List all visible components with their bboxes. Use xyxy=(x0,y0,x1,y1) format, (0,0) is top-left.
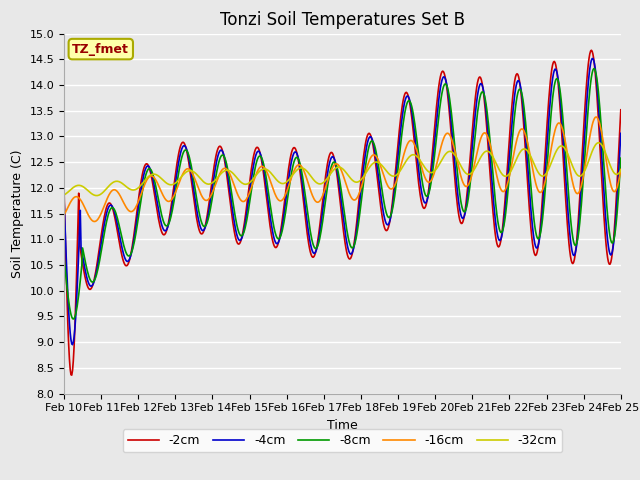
-2cm xyxy=(588,48,595,53)
-2cm xyxy=(411,144,419,149)
X-axis label: Time: Time xyxy=(327,419,358,432)
-8cm xyxy=(185,152,193,158)
-16cm xyxy=(592,114,600,120)
-2cm xyxy=(60,185,68,191)
-2cm xyxy=(428,165,435,170)
Line: -2cm: -2cm xyxy=(64,50,621,375)
Legend: -2cm, -4cm, -8cm, -16cm, -32cm: -2cm, -4cm, -8cm, -16cm, -32cm xyxy=(123,429,562,452)
Line: -8cm: -8cm xyxy=(64,69,621,319)
-16cm xyxy=(185,166,193,172)
-4cm xyxy=(71,326,79,332)
-32cm xyxy=(617,168,625,173)
-16cm xyxy=(214,175,222,180)
-4cm xyxy=(68,342,76,348)
-32cm xyxy=(93,192,100,198)
-2cm xyxy=(68,372,76,378)
-8cm xyxy=(590,66,598,72)
-8cm xyxy=(428,180,435,186)
-32cm xyxy=(428,170,435,176)
-2cm xyxy=(214,145,222,151)
-32cm xyxy=(60,192,68,198)
-16cm xyxy=(428,178,435,183)
-32cm xyxy=(128,187,136,193)
-8cm xyxy=(71,314,79,320)
-16cm xyxy=(70,195,78,201)
-2cm xyxy=(617,107,625,113)
-16cm xyxy=(617,167,625,172)
-32cm xyxy=(70,184,78,190)
-2cm xyxy=(185,159,193,165)
Y-axis label: Soil Temperature (C): Soil Temperature (C) xyxy=(11,149,24,278)
-8cm xyxy=(60,254,68,260)
Line: -16cm: -16cm xyxy=(64,117,621,221)
-4cm xyxy=(214,152,222,158)
-32cm xyxy=(595,140,602,145)
-16cm xyxy=(90,218,98,224)
-2cm xyxy=(71,326,79,332)
-8cm xyxy=(214,162,222,168)
-4cm xyxy=(617,131,625,136)
-8cm xyxy=(70,316,77,322)
-4cm xyxy=(185,155,193,160)
-16cm xyxy=(60,212,68,218)
Title: Tonzi Soil Temperatures Set B: Tonzi Soil Temperatures Set B xyxy=(220,11,465,29)
Text: TZ_fmet: TZ_fmet xyxy=(72,43,129,56)
-4cm xyxy=(588,56,596,61)
-32cm xyxy=(214,174,222,180)
-8cm xyxy=(617,155,625,161)
-4cm xyxy=(411,132,419,138)
-4cm xyxy=(128,247,136,252)
-8cm xyxy=(411,121,419,127)
-16cm xyxy=(128,208,136,214)
-8cm xyxy=(128,248,136,253)
-2cm xyxy=(128,244,136,250)
-4cm xyxy=(428,173,435,179)
-32cm xyxy=(185,168,193,174)
Line: -4cm: -4cm xyxy=(64,59,621,345)
Line: -32cm: -32cm xyxy=(64,143,621,195)
-4cm xyxy=(60,195,68,201)
-16cm xyxy=(411,142,419,148)
-32cm xyxy=(411,152,419,158)
